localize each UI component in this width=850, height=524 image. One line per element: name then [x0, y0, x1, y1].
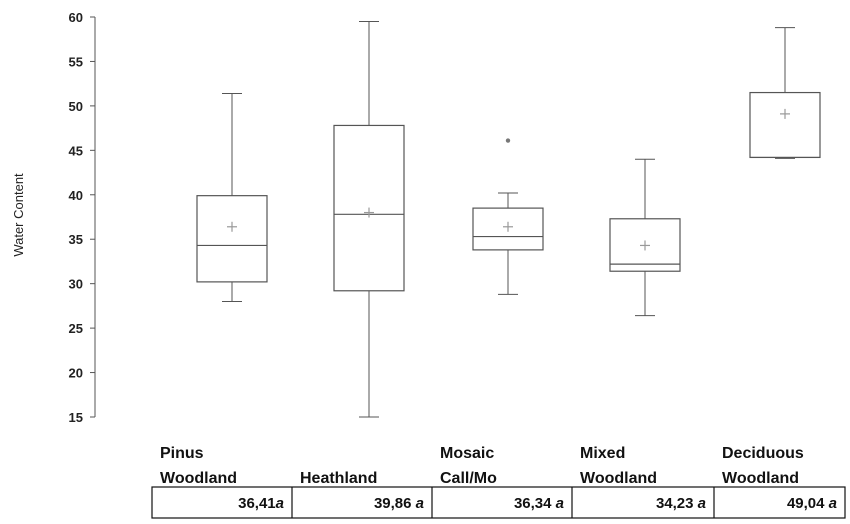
box-group — [609, 158, 681, 317]
y-tick-label: 60 — [69, 10, 83, 25]
mean-marker — [364, 207, 374, 218]
iqr-box — [749, 91, 821, 159]
y-tick-label: 35 — [69, 232, 83, 247]
mean-marker — [503, 221, 513, 232]
category-label: Woodland — [160, 470, 237, 487]
mean-value-cell: 39,86 a — [374, 495, 424, 512]
y-tick-label: 45 — [69, 143, 83, 158]
box-group — [472, 138, 544, 295]
box-group — [196, 92, 268, 302]
category-label: Woodland — [722, 470, 799, 487]
category-labels: Pinus Woodland Heathland Mosaic Call/Mo Mixed… — [160, 445, 804, 487]
category-label: Mixed — [580, 445, 625, 462]
mean-marker — [640, 240, 650, 251]
y-tick-label: 25 — [69, 321, 83, 336]
mean-marker — [227, 221, 237, 232]
mean-value-cell: 36,41a — [238, 495, 284, 512]
box-group — [749, 27, 821, 159]
boxes — [196, 20, 821, 418]
category-label: Woodland — [580, 470, 657, 487]
category-label: Pinus — [160, 445, 204, 462]
y-axis: 15 20 25 30 35 40 45 50 55 60 — [69, 10, 96, 425]
y-tick-label: 50 — [69, 99, 83, 114]
iqr-box — [196, 195, 268, 283]
table-border — [151, 486, 846, 519]
y-tick-label: 40 — [69, 188, 83, 203]
category-label: Deciduous — [722, 445, 804, 462]
y-axis-label: Water Content — [11, 173, 26, 257]
outlier-point — [505, 138, 511, 143]
category-label: Heathland — [300, 470, 377, 487]
y-tick-label: 15 — [69, 410, 83, 425]
mean-table: 36,41a 39,86 a 36,34 a 34,23 a 49,04 a — [151, 486, 846, 519]
y-tick-label: 55 — [69, 54, 83, 69]
mean-marker — [780, 108, 790, 119]
mean-value-cell: 36,34 a — [514, 495, 564, 512]
category-label: Call/Mo — [440, 470, 497, 487]
box-group — [333, 20, 405, 418]
category-label: Mosaic — [440, 445, 494, 462]
mean-value-cell: 49,04 a — [787, 495, 837, 512]
y-tick-label: 30 — [69, 277, 83, 292]
y-tick-label: 20 — [69, 366, 83, 381]
mean-value-cell: 34,23 a — [656, 495, 706, 512]
